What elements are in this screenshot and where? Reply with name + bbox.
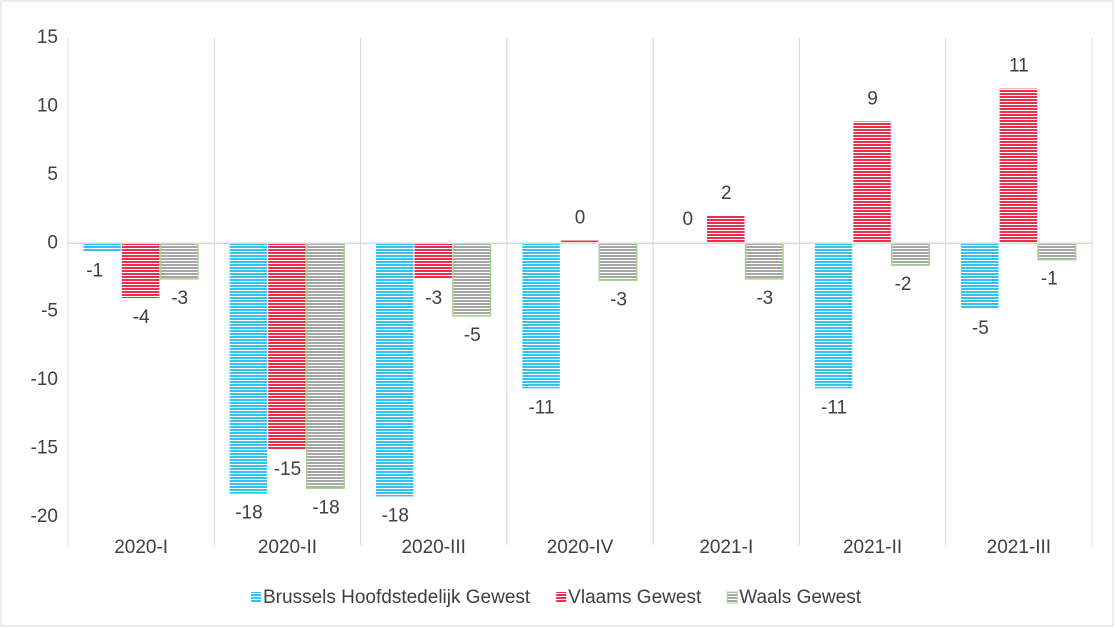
- data-label: -3: [610, 289, 627, 310]
- data-label: -5: [972, 318, 989, 339]
- y-tick-label: -15: [31, 438, 58, 459]
- bar: [999, 88, 1038, 244]
- data-label: 9: [867, 88, 878, 109]
- bar: [229, 243, 268, 494]
- x-tick-label: 2020-I: [114, 537, 168, 558]
- x-tick-label: 2020-IV: [547, 537, 614, 558]
- legend-marker: [556, 592, 567, 603]
- data-label: -11: [821, 397, 847, 418]
- bar: [414, 243, 452, 279]
- bar: [121, 243, 160, 299]
- data-label: -15: [274, 459, 301, 480]
- legend-label: Brussels Hoofdstedelijk Gewest: [263, 587, 531, 608]
- x-tick-label: 2020-III: [401, 537, 465, 558]
- bar: [560, 240, 599, 244]
- y-tick-label: 0: [47, 232, 58, 253]
- data-label: -4: [133, 307, 150, 328]
- data-label: -3: [425, 288, 442, 309]
- bar: [891, 242, 931, 266]
- data-label: -2: [895, 274, 912, 295]
- y-tick-label: -5: [41, 301, 58, 322]
- bar: [305, 242, 345, 490]
- data-label: -3: [756, 288, 773, 309]
- data-label: 0: [682, 209, 693, 230]
- data-label: -18: [312, 497, 339, 518]
- data-label: -3: [171, 288, 188, 309]
- y-tick-label: 10: [37, 95, 58, 116]
- y-tick-label: 15: [37, 27, 58, 48]
- bar: [83, 243, 121, 252]
- data-label: 0: [575, 208, 586, 229]
- legend-label: Vlaams Gewest: [568, 587, 702, 608]
- bar: [452, 242, 492, 317]
- legend-marker: [726, 591, 738, 604]
- data-label: -1: [1041, 269, 1058, 290]
- data-label: -1: [86, 261, 103, 282]
- x-tick-label: 2021-II: [843, 537, 902, 558]
- bar: [853, 121, 891, 244]
- bar: [707, 215, 745, 244]
- bar: [159, 242, 199, 280]
- bar: [268, 243, 306, 450]
- x-tick-label: 2021-III: [987, 537, 1051, 558]
- bar: [744, 242, 784, 280]
- data-label: -18: [381, 505, 408, 526]
- bar: [598, 242, 638, 281]
- bar: [375, 243, 414, 497]
- legend-marker: [251, 592, 261, 603]
- x-tick-label: 2020-II: [258, 537, 317, 558]
- bar: [814, 243, 853, 389]
- bar: [1037, 242, 1077, 261]
- y-tick-label: -20: [31, 506, 58, 527]
- data-label: -5: [464, 325, 481, 346]
- bar: [961, 243, 999, 309]
- data-label: 2: [721, 183, 732, 204]
- data-label: 11: [1009, 56, 1029, 77]
- y-tick-label: 5: [47, 164, 58, 185]
- legend-label: Waals Gewest: [739, 587, 861, 608]
- bar: [522, 243, 560, 389]
- x-tick-label: 2021-I: [699, 537, 753, 558]
- data-label: -18: [235, 503, 262, 524]
- y-tick-label: -10: [31, 369, 58, 390]
- data-label: -11: [528, 397, 554, 418]
